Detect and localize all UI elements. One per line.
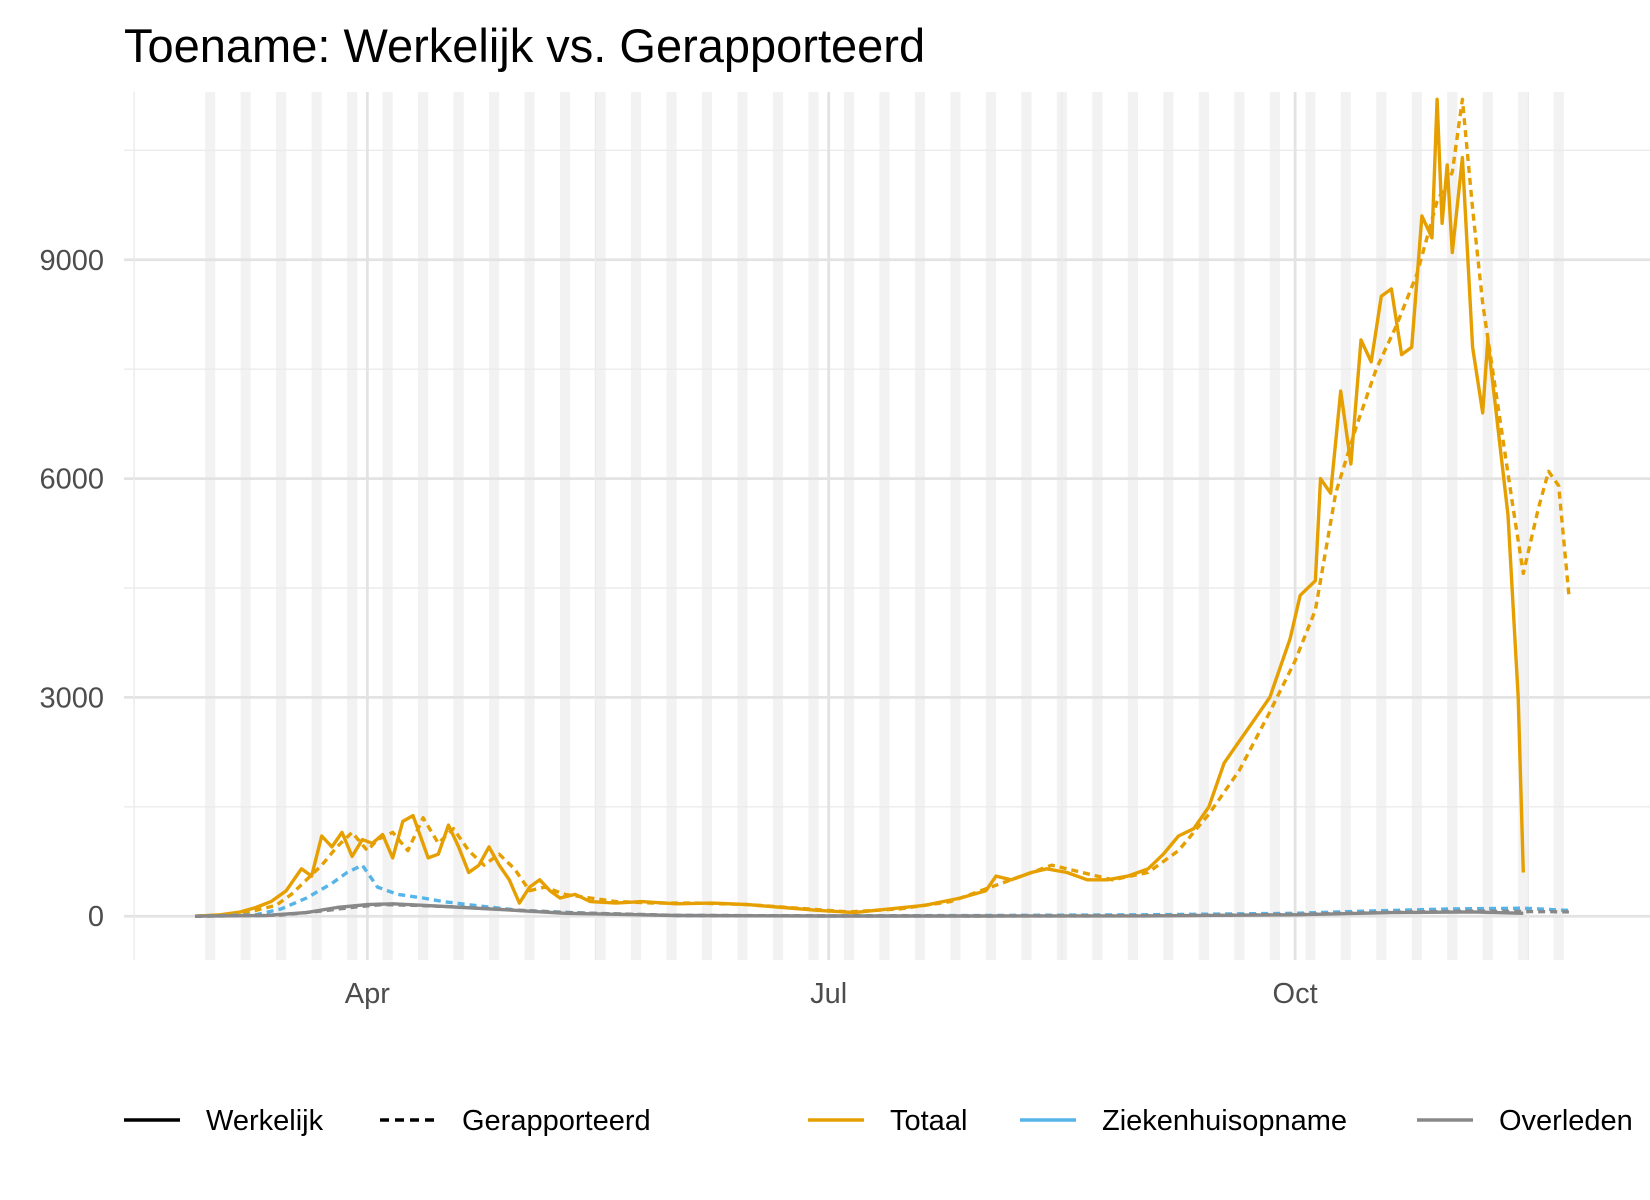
weekend-band-6 xyxy=(418,92,429,960)
weekend-band-33 xyxy=(1376,92,1387,960)
series-line-totaal-gerapporteerd xyxy=(194,97,1571,918)
y-tick-label-3: 9000 xyxy=(39,245,104,277)
series-line-ziekenhuisopname-gerapporteerd xyxy=(194,863,1569,918)
weekend-band-12 xyxy=(630,92,642,960)
weekend-shading xyxy=(205,92,1564,960)
weekend-band-36 xyxy=(1482,92,1493,960)
weekend-band-21 xyxy=(950,92,961,960)
weekend-band-3 xyxy=(311,92,322,960)
y-tick-label-1: 3000 xyxy=(39,682,104,714)
axis-tick-labels: 0 3000 6000 9000 Apr Jul Oct xyxy=(39,245,1317,1010)
x-tick-label-0: Apr xyxy=(345,978,390,1010)
weekend-band-31 xyxy=(1305,92,1316,960)
weekend-band-0 xyxy=(205,92,216,960)
weekend-band-37 xyxy=(1518,92,1529,960)
weekend-band-15 xyxy=(737,92,748,960)
series-lines xyxy=(194,97,1571,918)
weekend-band-9 xyxy=(524,92,535,960)
weekend-band-10 xyxy=(560,92,571,960)
legend-label-totaal: Totaal xyxy=(890,1105,967,1137)
weekend-band-11 xyxy=(595,92,606,960)
weekend-band-22 xyxy=(985,92,996,960)
weekend-band-13 xyxy=(666,92,677,960)
x-tick-label-2: Oct xyxy=(1273,978,1318,1010)
legend: Werkelijk Gerapporteerd Totaal Ziekenhuisop… xyxy=(124,1105,1633,1137)
weekend-band-20 xyxy=(914,92,926,960)
weekend-band-23 xyxy=(1021,92,1032,960)
weekend-band-34 xyxy=(1411,92,1422,960)
x-tick-label-1: Jul xyxy=(810,978,847,1010)
weekend-band-1 xyxy=(240,92,251,960)
weekend-band-32 xyxy=(1340,92,1351,960)
weekend-band-18 xyxy=(843,92,855,960)
weekend-band-30 xyxy=(1269,92,1280,960)
legend-label-ziekenhuisopname: Ziekenhuisopname xyxy=(1102,1105,1347,1137)
y-tick-label-2: 6000 xyxy=(39,464,104,496)
grid-lines xyxy=(124,92,1650,960)
weekend-band-17 xyxy=(808,92,819,960)
legend-label-overleden: Overleden xyxy=(1499,1105,1633,1137)
weekend-band-29 xyxy=(1234,92,1245,960)
weekend-band-28 xyxy=(1198,92,1209,960)
weekend-band-27 xyxy=(1163,92,1174,960)
weekend-band-2 xyxy=(276,92,287,960)
weekend-band-38 xyxy=(1553,92,1564,960)
weekend-band-16 xyxy=(772,92,784,960)
weekend-band-14 xyxy=(701,92,713,960)
weekend-band-25 xyxy=(1092,92,1103,960)
y-tick-label-0: 0 xyxy=(88,901,104,933)
weekend-band-5 xyxy=(382,92,393,960)
weekend-band-4 xyxy=(347,92,358,960)
series-line-overleden-gerapporteerd xyxy=(194,902,1569,918)
series-line-totaal-werkelijk xyxy=(194,97,1525,918)
weekend-band-19 xyxy=(879,92,890,960)
legend-label-werkelijk: Werkelijk xyxy=(206,1105,324,1137)
legend-label-gerapporteerd: Gerapporteerd xyxy=(462,1105,651,1137)
weekend-band-7 xyxy=(453,92,464,960)
weekend-band-26 xyxy=(1127,92,1138,960)
weekend-band-35 xyxy=(1447,92,1458,960)
weekend-band-8 xyxy=(489,92,500,960)
chart-title: Toename: Werkelijk vs. Gerapporteerd xyxy=(124,19,926,72)
